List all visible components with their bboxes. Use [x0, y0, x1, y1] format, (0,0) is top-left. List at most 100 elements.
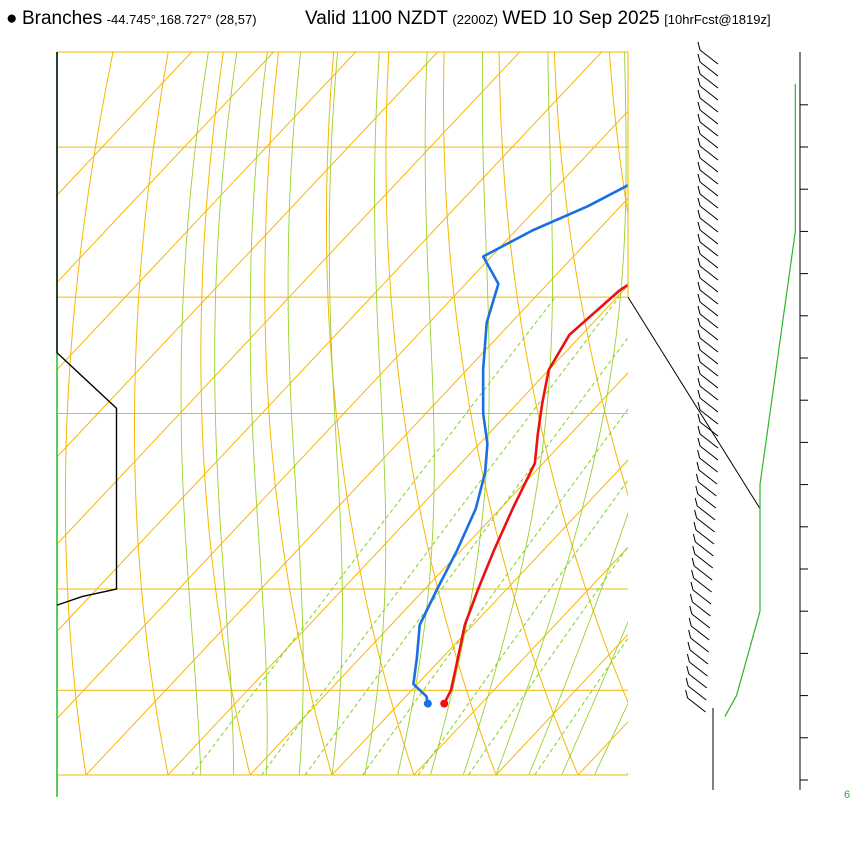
wind-barb — [690, 625, 710, 641]
dry-adiabat — [64, 52, 114, 775]
isotherm-line — [249, 372, 628, 775]
wind-barb — [699, 337, 719, 353]
cloudiness-line — [56, 52, 118, 606]
wind-barb — [691, 613, 711, 629]
wind-barb-flag — [697, 257, 701, 267]
wind-barb-flag — [697, 293, 701, 303]
dry-adiabat — [57, 52, 59, 58]
wind-barb-flag — [695, 485, 699, 495]
mixing-ratio-line — [261, 296, 620, 775]
wind-barb — [699, 169, 719, 185]
moist-adiabat — [593, 702, 628, 775]
wind-barb-flag — [697, 377, 701, 387]
wind-barb — [698, 469, 718, 485]
isotherm-line — [57, 52, 356, 371]
wind-barb — [687, 685, 707, 701]
wind-barb-flag — [688, 629, 692, 639]
wind-barb-flag — [697, 269, 701, 279]
wind-barb — [699, 277, 719, 293]
wind-barb-flag — [697, 41, 701, 51]
wind-barb-flag — [697, 401, 701, 411]
wind-barb-flag — [691, 569, 695, 579]
wind-barb — [688, 673, 708, 689]
wind-barb-flag — [694, 509, 698, 519]
wind-barb — [699, 409, 719, 425]
wind-barb-flag — [687, 641, 691, 651]
wind-barb-flag — [697, 329, 701, 339]
wind-barb — [699, 217, 719, 233]
wind-barb-flag — [686, 653, 690, 663]
wind-barb-flag — [697, 437, 701, 447]
wind-barb — [699, 193, 719, 209]
moist-adiabat — [249, 52, 268, 775]
wind-barb — [694, 553, 714, 569]
wind-barb — [699, 349, 719, 365]
isotherm-line — [413, 546, 628, 775]
wind-barb-flag — [693, 521, 697, 531]
wind-barb-flag — [697, 197, 701, 207]
moist-adiabat — [626, 772, 628, 775]
wind-barb-flag — [697, 185, 701, 195]
wind-barb — [699, 325, 719, 341]
wind-barb — [696, 505, 716, 521]
wind-barb-flag — [697, 53, 701, 63]
wind-barb — [699, 205, 719, 221]
wind-barb — [687, 697, 706, 713]
location-name: Branches — [21, 8, 103, 29]
wind-barb — [699, 109, 719, 125]
wind-barb-flag — [697, 317, 701, 327]
wind-barb — [699, 421, 719, 437]
dry-adiabat — [442, 52, 579, 775]
moist-adiabat — [180, 52, 209, 775]
wind-barb — [699, 61, 719, 77]
wind-barb — [699, 73, 719, 89]
wind-barb — [693, 577, 712, 593]
wind-barb — [690, 637, 709, 653]
wind-barb — [699, 313, 719, 329]
dry-adiabat — [665, 52, 850, 775]
wind-barb — [689, 661, 708, 677]
dry-adiabat — [385, 52, 497, 775]
wind-barb — [699, 457, 718, 473]
temperature-line — [443, 283, 628, 705]
wind-barb — [699, 229, 719, 245]
wind-barb-flag — [697, 149, 701, 159]
wind-barb — [699, 373, 719, 389]
location-coords: -44.745°,168.727° (28,57) — [106, 12, 257, 27]
moist-adiabat — [660, 52, 850, 775]
moist-adiabat — [528, 511, 628, 775]
mixing-ratio-line — [468, 545, 628, 775]
valid-date: WED 10 Sep 2025 — [502, 8, 660, 29]
isotherm-line — [57, 52, 602, 633]
wind-barb — [699, 181, 719, 197]
wind-barb-flag — [689, 605, 693, 615]
wind-barb-flag — [697, 125, 701, 135]
wind-barb-flag — [697, 425, 701, 435]
wind-barbs — [685, 41, 719, 713]
wind-barb — [699, 121, 719, 137]
mixing-ratio-line — [362, 408, 628, 775]
wind-barb-flag — [697, 281, 701, 291]
wind-barb — [697, 493, 717, 509]
dry-adiabat — [200, 52, 251, 775]
mixing-ratio-line — [534, 637, 628, 775]
forecast-info: [10hrFcst@1819z] — [664, 12, 771, 27]
wind-speed-profile — [724, 83, 796, 717]
wind-barb-flag — [697, 389, 701, 399]
parcel-boundary-line — [627, 296, 761, 509]
wind-barb-flag — [697, 341, 701, 351]
wind-barb — [699, 241, 719, 257]
dry-adiabat — [775, 52, 850, 775]
plot-area — [57, 52, 850, 775]
wind-barb-flag — [686, 665, 690, 675]
wind-barb-flag — [691, 557, 695, 567]
wind-barb — [699, 385, 719, 401]
wind-barb — [699, 133, 719, 149]
wind-barb — [695, 541, 714, 557]
speed-scale-bottom-end: 6 — [844, 789, 850, 801]
wind-barb — [689, 649, 709, 665]
wind-barb — [699, 265, 719, 281]
moist-adiabat — [495, 52, 627, 775]
wind-barb — [699, 397, 719, 413]
